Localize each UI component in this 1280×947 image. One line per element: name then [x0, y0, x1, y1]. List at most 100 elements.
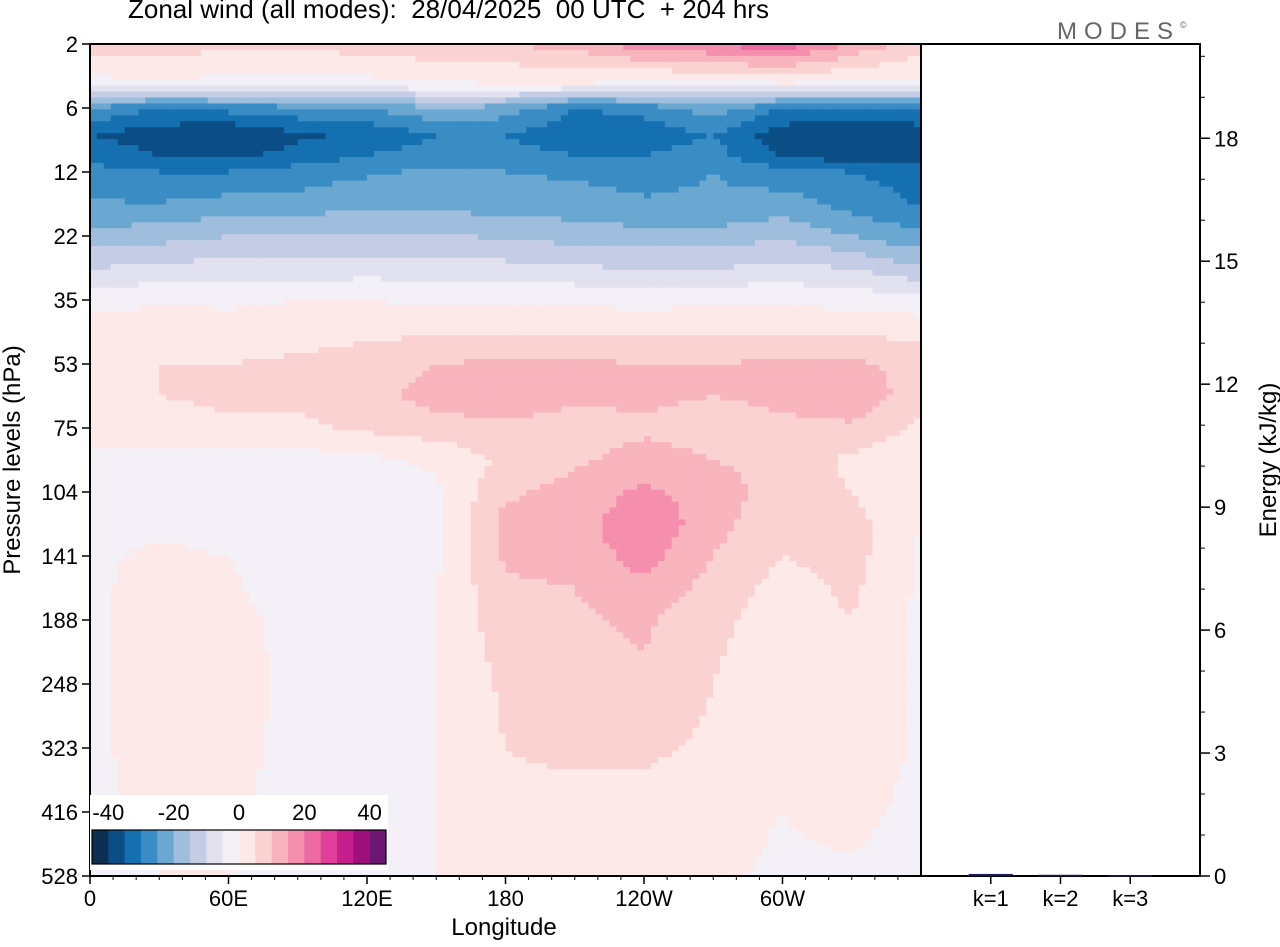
heat-cell [214, 192, 223, 200]
heat-cell [914, 115, 921, 122]
heat-cell [886, 240, 894, 247]
heat-cell [360, 263, 368, 271]
heat-cell [90, 269, 98, 277]
heat-cell [865, 133, 874, 140]
heat-cell [637, 133, 645, 140]
heat-cell [664, 73, 673, 81]
heat-cell [270, 139, 278, 146]
heat-cell [346, 156, 354, 164]
heat-cell [824, 67, 832, 75]
heat-cell [595, 85, 604, 93]
heat-cell [768, 269, 777, 277]
heat-cell [436, 252, 444, 259]
heat-cell [373, 234, 382, 241]
heat-cell [498, 97, 507, 105]
heat-cell [90, 234, 98, 241]
heat-cell [124, 180, 133, 188]
heat-cell [325, 109, 333, 116]
heat-cell [817, 198, 825, 206]
heat-cell [173, 133, 181, 140]
heat-cell [740, 228, 749, 235]
heat-cell [803, 198, 811, 206]
heat-cell [727, 204, 735, 211]
heat-cell [671, 150, 680, 158]
heat-cell [796, 67, 804, 75]
heat-cell [740, 67, 749, 75]
heat-cell [574, 198, 583, 206]
heat-cell [817, 246, 825, 253]
heat-cell [103, 139, 112, 146]
heat-cell [782, 109, 791, 116]
heat-cell [914, 281, 921, 289]
heat-cell [519, 55, 527, 63]
heat-cell [547, 97, 555, 105]
heat-cell [505, 97, 514, 105]
heat-cell [914, 210, 921, 217]
heat-cell [373, 252, 382, 259]
heat-cell [824, 234, 832, 241]
heat-cell [470, 198, 479, 206]
heat-cell [415, 127, 423, 134]
heat-cell [692, 257, 700, 265]
brand-text: MODES [1057, 18, 1181, 45]
heat-cell [193, 103, 202, 110]
heat-cell [96, 145, 105, 152]
heat-cell [166, 252, 174, 259]
heat-cell [775, 67, 784, 75]
heat-cell [470, 240, 479, 247]
heat-cell [124, 257, 133, 265]
heat-cell [124, 168, 133, 176]
heat-cell [207, 246, 216, 253]
heat-cell [588, 257, 597, 265]
heat-cell [796, 257, 804, 265]
heat-cell [650, 234, 659, 241]
heat-cell [332, 257, 340, 265]
heat-cell [547, 109, 555, 116]
heat-cell [837, 91, 846, 99]
heat-cell [914, 198, 921, 206]
heat-cell [533, 91, 541, 99]
heat-cell [96, 97, 105, 105]
heat-cell [914, 79, 921, 87]
heat-cell [851, 263, 860, 271]
heat-cell [851, 252, 860, 259]
heat-cell [96, 156, 105, 164]
heat-cell [533, 216, 541, 223]
heat-cell [90, 228, 98, 235]
heat-cell [893, 162, 901, 170]
heat-cell [616, 234, 624, 241]
heat-cell [242, 234, 250, 241]
heat-cell [353, 55, 361, 63]
heat-cell [588, 121, 597, 128]
heat-cell [159, 85, 167, 93]
heat-cell [734, 240, 742, 247]
heat-cell [415, 287, 423, 295]
heat-cell [644, 44, 652, 51]
heat-cell [173, 216, 181, 223]
heat-cell [193, 168, 202, 176]
heat-cell [595, 174, 604, 182]
heat-cell [713, 145, 721, 152]
heat-cell [408, 263, 417, 271]
heat-cell [207, 168, 216, 176]
heat-cell [879, 79, 887, 87]
heat-cell [131, 234, 140, 241]
heat-cell [858, 210, 867, 217]
heat-cell [734, 55, 742, 63]
heat-cell [477, 216, 486, 223]
heat-cell [173, 228, 181, 235]
heat-cell [581, 234, 590, 241]
heat-cell [373, 228, 382, 235]
heat-cell [380, 73, 389, 81]
heat-cell [325, 49, 333, 57]
heat-cell [637, 145, 645, 152]
heat-cell [644, 91, 652, 99]
heat-cell [401, 73, 410, 81]
heat-cell [713, 67, 721, 75]
heat-cell [283, 252, 292, 259]
heat-cell [553, 240, 562, 247]
heat-cell [734, 97, 742, 105]
heat-cell [103, 174, 112, 182]
heat-cell [457, 216, 465, 223]
heat-cell [858, 139, 867, 146]
